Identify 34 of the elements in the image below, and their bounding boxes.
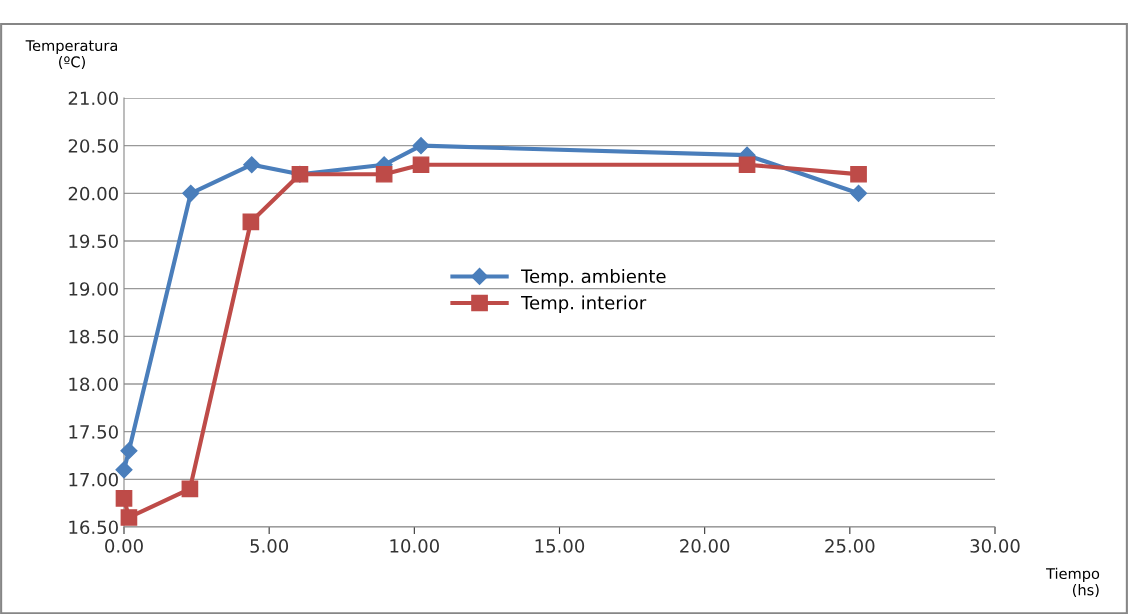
- point: [412, 137, 430, 155]
- point: [242, 213, 260, 231]
- y-tick-label: 19.00: [69, 282, 118, 296]
- point: [850, 165, 867, 183]
- point: [738, 156, 756, 174]
- x-tick-label: 15.00: [535, 539, 585, 553]
- x-tick-label: 0.00: [105, 539, 143, 553]
- y-tick-label: 20.50: [68, 139, 118, 153]
- legend-label: Temp. ambiente: [521, 269, 666, 287]
- point: [181, 480, 199, 498]
- x-tick-label: 25.00: [825, 539, 875, 553]
- x-tick-label: 20.00: [680, 539, 730, 553]
- point: [412, 156, 430, 174]
- y-tick-label: 20.00: [68, 186, 118, 201]
- y-tick-label: 17.50: [69, 425, 118, 439]
- point: [120, 509, 138, 526]
- point: [243, 156, 261, 174]
- y-tick-label: 16.50: [69, 520, 118, 535]
- x-axis-title: Tiempo (hs): [1046, 567, 1100, 598]
- point: [120, 442, 138, 460]
- legend-label: Temp. interior: [521, 295, 647, 314]
- y-tick-label: 21.00: [68, 91, 118, 106]
- point: [115, 490, 133, 507]
- y-tick-label: 18.00: [69, 377, 118, 392]
- point: [182, 184, 200, 202]
- y-tick-label: 17.00: [69, 472, 118, 487]
- point: [849, 184, 868, 202]
- x-tick-label: 5.00: [250, 539, 289, 553]
- y-tick-label: 19.50: [69, 234, 118, 249]
- y-tick-label: 18.50: [69, 329, 118, 344]
- x-tick-label: 10.00: [390, 539, 439, 553]
- x-tick-label: 30.00: [970, 539, 1020, 553]
- y-axis-title: Temperatura (ºC): [25, 40, 118, 70]
- point: [375, 165, 393, 183]
